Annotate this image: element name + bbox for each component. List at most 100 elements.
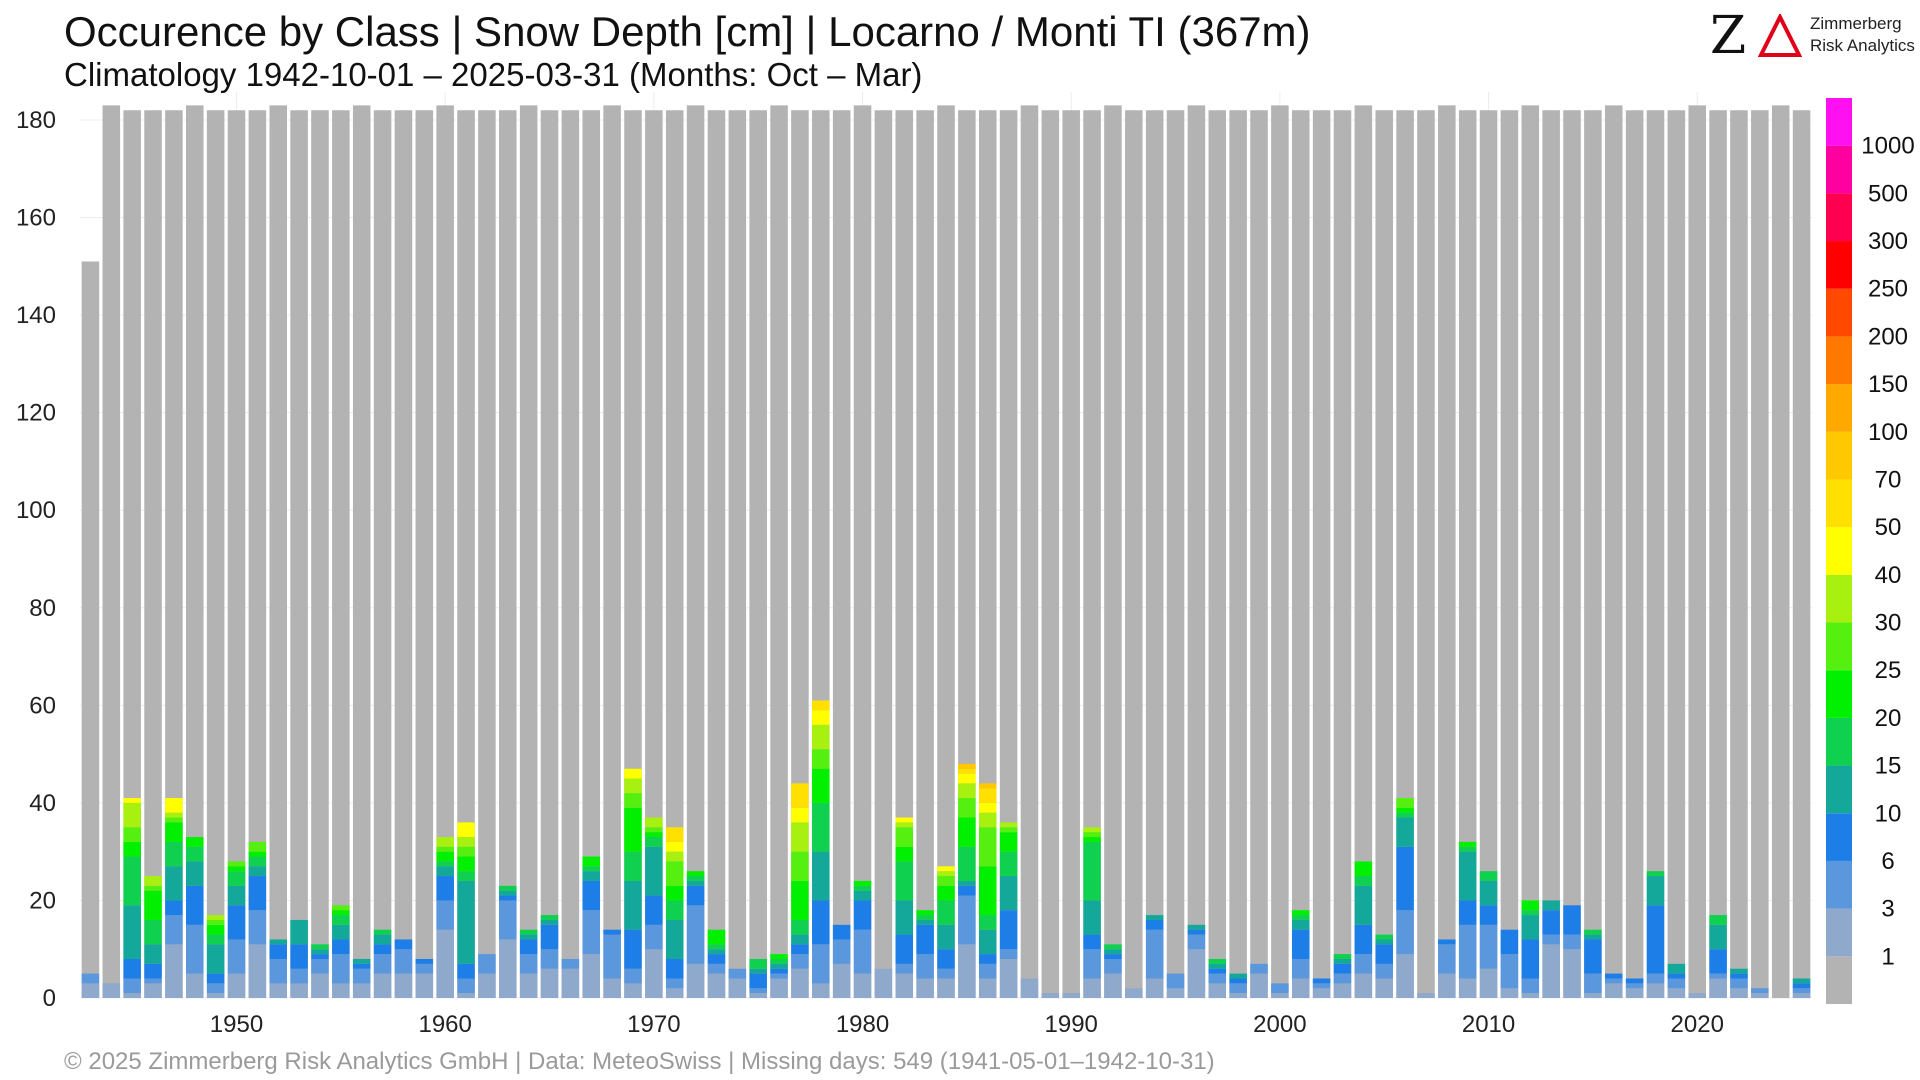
bar-segment-2004-class-10	[1354, 885, 1373, 925]
bar-segment-1967-class-10	[582, 871, 601, 881]
bar-segment-2018-class-1	[1646, 983, 1665, 998]
bar-segment-2004-class-6	[1354, 924, 1373, 955]
bar-segment-2020-class-1	[1688, 993, 1706, 998]
legend-swatch-1000	[1826, 98, 1852, 146]
bar-segment-2009-class-20	[1458, 841, 1477, 847]
bar-segment-1946-class-1	[144, 983, 162, 998]
bar-segment-1950-class-15	[227, 871, 246, 886]
bar-segment-1977-class-15	[791, 919, 809, 935]
bar-segment-2015-class-1	[1584, 993, 1602, 998]
bar-segment-1978-class-6	[812, 900, 830, 945]
bar-2016	[1604, 105, 1623, 998]
bar-1972	[686, 105, 705, 998]
bar-segment-1982-class-25	[895, 827, 914, 847]
bar-segment-1963-class-15	[499, 885, 517, 891]
bar-segment-2006-class-6	[1396, 846, 1414, 911]
bar-1962	[478, 110, 496, 998]
bar-segment-no-snow-1962	[478, 110, 496, 998]
bar-1985	[958, 110, 976, 998]
bar-segment-1958-class-6	[394, 939, 413, 950]
bar-segment-no-snow-1951	[248, 110, 267, 998]
bar-segment-1985-class-70	[958, 763, 976, 769]
legend-label-15: 15	[1875, 753, 1902, 780]
bar-2006	[1396, 110, 1414, 998]
bar-segment-1955-class-3	[332, 954, 350, 984]
bar-segment-1977-class-10	[791, 934, 809, 945]
bar-segment-2004-class-20	[1354, 861, 1373, 877]
bar-segment-1970-class-20	[645, 832, 663, 838]
bar-segment-no-snow-2017	[1625, 110, 1644, 998]
bar-segment-2000-class-1	[1271, 993, 1289, 998]
bar-segment-1985-class-30	[958, 783, 976, 799]
bar-segment-2009-class-15	[1458, 846, 1477, 852]
bar-segment-1970-class-25	[645, 827, 663, 833]
bar-segment-1971-class-15	[665, 900, 684, 920]
bar-segment-1991-class-25	[1083, 832, 1101, 838]
bar-segment-1967-class-3	[582, 910, 601, 955]
bar-1970	[645, 110, 663, 998]
bar-1998	[1229, 110, 1247, 998]
bar-segment-2014-class-1	[1563, 949, 1581, 998]
chart-title: Occurence by Class | Snow Depth [cm] | L…	[64, 8, 1311, 55]
bar-segment-2021-class-6	[1709, 949, 1727, 974]
bar-segment-2001-class-3	[1291, 958, 1310, 979]
bar-segment-1980-class-1	[853, 973, 872, 998]
bar-1958	[394, 110, 413, 998]
bar-segment-1978-class-3	[812, 944, 830, 984]
bar-segment-1956-class-6	[352, 963, 371, 969]
bar-segment-1986-class-25	[978, 827, 997, 867]
bar-segment-2025-class-10	[1792, 978, 1811, 984]
bar-segment-no-snow-1975	[749, 110, 767, 998]
bar-segment-1973-class-6	[707, 954, 726, 964]
bar-segment-no-snow-2019	[1667, 110, 1686, 998]
bar-segment-no-snow-1983	[916, 110, 934, 998]
bar-2020	[1688, 105, 1706, 998]
bar-segment-no-snow-1970	[645, 110, 663, 998]
bar-1957	[373, 110, 392, 998]
bar-1999	[1250, 110, 1268, 998]
bar-segment-1979-class-3	[832, 939, 851, 964]
bar-segment-1965-class-6	[540, 924, 559, 950]
bar-segment-no-snow-2010	[1479, 110, 1498, 998]
bar-segment-2006-class-20	[1396, 807, 1414, 813]
bar-segment-1977-class-50	[791, 783, 809, 808]
bar-segment-1982-class-40	[895, 817, 914, 823]
bar-segment-no-snow-1948	[186, 105, 204, 998]
bar-1992	[1104, 105, 1122, 998]
bar-segment-1973-class-20	[707, 929, 726, 945]
bar-segment-2021-class-1	[1709, 978, 1727, 998]
bar-segment-1984-class-40	[937, 866, 955, 872]
bar-segment-1951-class-20	[248, 851, 267, 857]
bar-2023	[1751, 110, 1769, 998]
legend-label-30: 30	[1875, 610, 1902, 637]
bar-segment-2012-class-3	[1521, 978, 1540, 994]
bar-segment-1994-class-1	[1145, 978, 1164, 998]
y-tick-label-120: 120	[16, 400, 56, 427]
bar-segment-1947-class-1	[165, 944, 183, 998]
bar-segment-1967-class-6	[582, 880, 601, 911]
bar-segment-1945-class-15	[123, 856, 141, 906]
bar-segment-1968-class-3	[603, 934, 621, 979]
bar-segment-1943-class-1	[81, 983, 100, 998]
bar-segment-1986-class-3	[978, 963, 997, 979]
bar-segment-1982-class-6	[895, 934, 914, 964]
bar-segment-1983-class-3	[916, 954, 934, 979]
bar-segment-2008-class-3	[1438, 944, 1456, 974]
legend-swatch-200	[1826, 288, 1852, 337]
bar-segment-1987-class-15	[999, 851, 1018, 877]
bar-segment-1950-class-25	[227, 861, 246, 867]
bar-segment-1969-class-20	[624, 807, 642, 852]
bar-1997	[1208, 110, 1227, 998]
bar-segment-no-snow-1986	[978, 110, 997, 998]
bar-segment-no-snow-1995	[1166, 110, 1185, 998]
bar-segment-1977-class-3	[791, 954, 809, 969]
bar-segment-1968-class-6	[603, 929, 621, 935]
bar-segment-1977-class-40	[791, 807, 809, 823]
bar-1971	[665, 110, 684, 998]
bar-1986	[978, 110, 997, 998]
bar-segment-1979-class-6	[832, 924, 851, 940]
bar-segment-no-snow-1980	[853, 105, 872, 998]
bar-segment-1953-class-1	[290, 983, 308, 998]
bar-segment-1984-class-15	[937, 900, 955, 925]
bar-segment-1960-class-1	[436, 929, 454, 998]
